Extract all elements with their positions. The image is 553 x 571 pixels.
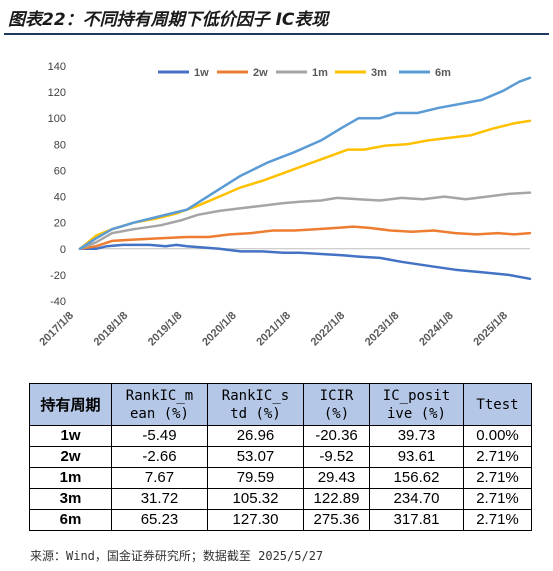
legend-label-1w: 1w [194, 67, 209, 79]
y-tick-label: 20 [54, 218, 66, 230]
legend-label-1m: 1m [312, 67, 328, 79]
table-cell: -9.52 [303, 446, 370, 468]
table-cell: -2.66 [111, 446, 208, 468]
x-tick-label: 2020/1/8 [200, 310, 239, 349]
row-label: 6m [29, 509, 112, 531]
legend-label-2w: 2w [253, 67, 268, 79]
table-cell: 65.23 [111, 509, 208, 531]
table-cell: 2.71% [463, 509, 532, 531]
series-line-2w [78, 225, 532, 251]
table-cell: 53.07 [207, 446, 304, 468]
table-cell: 156.62 [369, 467, 464, 489]
line-chart: -40 -20 0 20 40 60 80 100 120 140 2017/1/8 2018/1/… [37, 61, 532, 349]
x-tick-label: 2019/1/8 [146, 310, 185, 349]
table-row: 1m 7.67 79.59 29.43 156.62 2.71% [29, 467, 532, 489]
x-tick-label: 2022/1/8 [309, 310, 348, 349]
x-tick-label: 2024/1/8 [417, 310, 456, 349]
table-cell: 2.71% [463, 467, 532, 489]
column-header: Ttest [463, 383, 532, 426]
x-tick-label: 2018/1/8 [92, 310, 131, 349]
legend: 1w 2w 1m 3m 6m [158, 67, 451, 79]
ic-statistics-table: 持有周期 RankIC_m ean (%) RankIC_s td (%) ICIR… [29, 383, 532, 531]
table-cell: 127.30 [207, 509, 304, 531]
x-tick-label: 2017/1/8 [37, 310, 76, 349]
legend-label-6m: 6m [435, 67, 451, 79]
table-cell: 122.89 [303, 488, 370, 510]
table-cell: 317.81 [369, 509, 464, 531]
y-tick-label: -20 [50, 270, 66, 282]
table-cell: 39.73 [369, 425, 464, 447]
table-cell: 234.70 [369, 488, 464, 510]
table-cell: -5.49 [111, 425, 208, 447]
x-tick-label: 2025/1/8 [471, 310, 510, 349]
source-note: 来源：Wind，国金证券研究所；数据截至 2025/5/27 [30, 549, 324, 563]
legend-label-3m: 3m [371, 67, 387, 79]
y-tick-label: 100 [48, 113, 66, 125]
table-cell: 2.71% [463, 446, 532, 468]
table-cell: 275.36 [303, 509, 370, 531]
row-label: 2w [29, 446, 112, 468]
series-line-1w [78, 243, 532, 281]
column-header: RankIC_m ean (%) [111, 383, 208, 426]
series-layer [78, 76, 532, 281]
table-cell: 29.43 [303, 467, 370, 489]
series-line-1m [78, 191, 532, 251]
y-tick-label: 40 [54, 192, 66, 204]
table-row: 6m 65.23 127.30 275.36 317.81 2.71% [29, 509, 532, 531]
table-cell: 93.61 [369, 446, 464, 468]
table-cell: 79.59 [207, 467, 304, 489]
y-tick-label: 140 [48, 61, 66, 73]
row-label: 3m [29, 488, 112, 510]
table-cell: -20.36 [303, 425, 370, 447]
table-row: 2w -2.66 53.07 -9.52 93.61 2.71% [29, 446, 532, 468]
table-row: 1w -5.49 26.96 -20.36 39.73 0.00% [29, 425, 532, 447]
y-tick-label: 120 [48, 87, 66, 99]
x-axis: 2017/1/8 2018/1/8 2019/1/8 2020/1/8 2021/1/8… [37, 310, 510, 349]
table-cell: 105.32 [207, 488, 304, 510]
title-divider [4, 33, 549, 35]
x-tick-label: 2023/1/8 [363, 310, 402, 349]
y-tick-label: -40 [50, 296, 66, 308]
table-cell: 26.96 [207, 425, 304, 447]
column-header: IC_posit ive (%) [369, 383, 464, 426]
row-label: 1m [29, 467, 112, 489]
y-axis: -40 -20 0 20 40 60 80 100 120 140 [48, 61, 530, 308]
row-label: 1w [29, 425, 112, 447]
x-tick-label: 2021/1/8 [254, 310, 293, 349]
y-tick-label: 60 [54, 165, 66, 177]
column-header: ICIR (%) [303, 383, 370, 426]
table-cell: 0.00% [463, 425, 532, 447]
y-tick-label: 0 [60, 244, 66, 256]
column-header: 持有周期 [29, 383, 112, 426]
series-line-6m [78, 76, 532, 251]
table-cell: 2.71% [463, 488, 532, 510]
table-row: 3m 31.72 105.32 122.89 234.70 2.71% [29, 488, 532, 510]
table-cell: 7.67 [111, 467, 208, 489]
column-header: RankIC_s td (%) [207, 383, 304, 426]
table-cell: 31.72 [111, 488, 208, 510]
table-header-row: 持有周期 RankIC_m ean (%) RankIC_s td (%) ICIR… [29, 383, 532, 426]
y-tick-label: 80 [54, 139, 66, 151]
figure-title: 图表22：不同持有周期下低价因子 IC表现 [8, 10, 329, 30]
